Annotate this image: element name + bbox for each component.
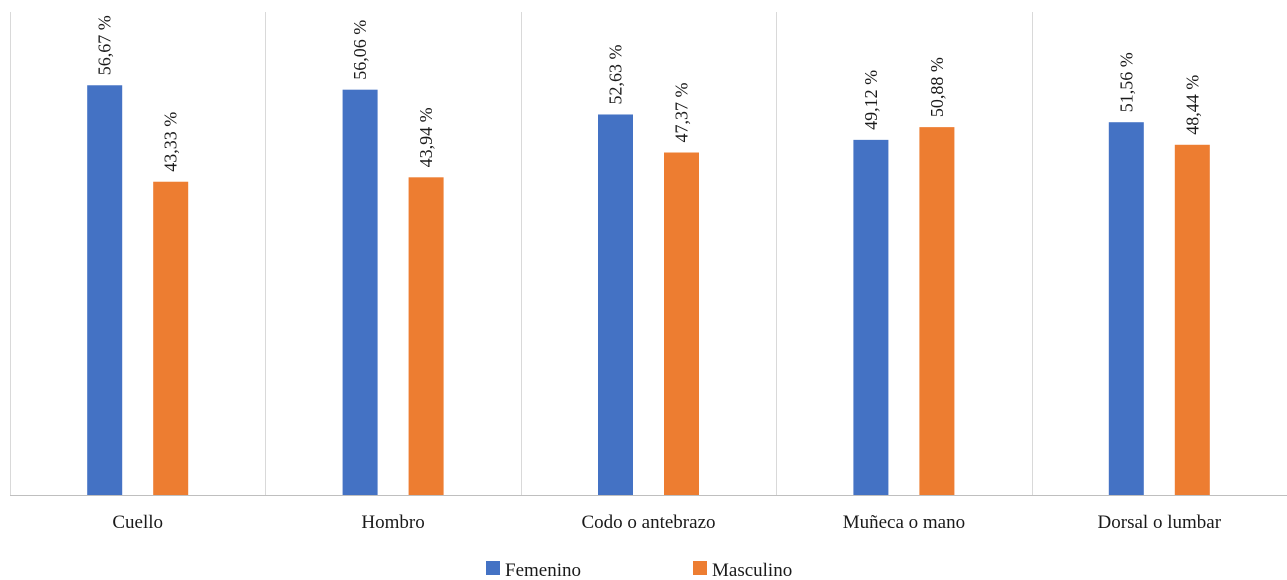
bar-masculino-hombro (408, 177, 444, 496)
legend-label-masculino: Masculino (712, 560, 792, 580)
data-label-masculino-dorsal-o-lumbar: 48,44 % (1182, 75, 1202, 135)
category-labels: Cuello Hombro Codo o antebrazo Muñeca o man… (112, 512, 1221, 533)
bar-femenino-cuello (87, 85, 123, 495)
legend-label-femenino: Femenino (505, 560, 581, 580)
category-label-dorsal-o-lumbar: Dorsal o lumbar (1098, 512, 1222, 533)
data-label-masculino-cuello: 43,33 % (161, 112, 181, 172)
bar-masculino-dorsal-o-lumbar (1174, 144, 1210, 495)
legend-swatch-masculino (693, 561, 707, 575)
legend: Femenino Masculino (486, 560, 792, 580)
data-label-femenino-dorsal-o-lumbar: 51,56 % (1116, 52, 1136, 112)
data-label-femenino-hombro: 56,06 % (350, 20, 370, 80)
legend-swatch-femenino (486, 561, 500, 575)
data-label-femenino-codo-o-antebrazo: 52,63 % (606, 44, 626, 104)
category-label-hombro: Hombro (361, 512, 424, 533)
bar-masculino-muneca-o-mano (919, 127, 955, 495)
category-label-codo-o-antebrazo: Codo o antebrazo (581, 512, 715, 533)
data-label-masculino-codo-o-antebrazo: 47,37 % (672, 83, 692, 143)
category-separators (10, 12, 1033, 495)
data-label-femenino-cuello: 56,67 % (95, 15, 115, 75)
bar-femenino-codo-o-antebrazo (598, 114, 633, 495)
data-label-masculino-hombro: 43,94 % (416, 107, 436, 167)
category-label-muneca-o-mano: Muñeca o mano (843, 512, 965, 533)
bar-femenino-dorsal-o-lumbar (1108, 122, 1144, 496)
bar-femenino-muneca-o-mano (853, 139, 889, 495)
data-label-femenino-muneca-o-mano: 49,12 % (861, 70, 881, 130)
category-label-cuello: Cuello (112, 512, 163, 533)
bar-masculino-cuello (153, 181, 189, 495)
data-label-masculino-muneca-o-mano: 50,88 % (927, 57, 947, 117)
bar-masculino-codo-o-antebrazo (664, 152, 699, 495)
bars (87, 85, 1210, 496)
bar-femenino-hombro (342, 89, 378, 495)
data-labels: 56,67 % 43,33 % 56,06 % 43,94 % 52,63 % 47,37… (95, 15, 1203, 171)
